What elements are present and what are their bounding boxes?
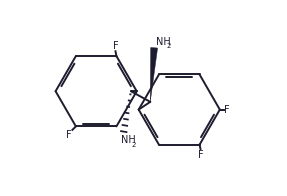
Text: F: F: [66, 130, 72, 140]
Polygon shape: [150, 47, 158, 102]
Text: F: F: [198, 150, 203, 160]
Text: 2: 2: [131, 142, 136, 148]
Text: NH: NH: [121, 135, 136, 145]
Text: 2: 2: [166, 43, 171, 49]
Text: NH: NH: [156, 37, 171, 47]
Text: F: F: [113, 41, 118, 51]
Text: F: F: [224, 105, 230, 115]
